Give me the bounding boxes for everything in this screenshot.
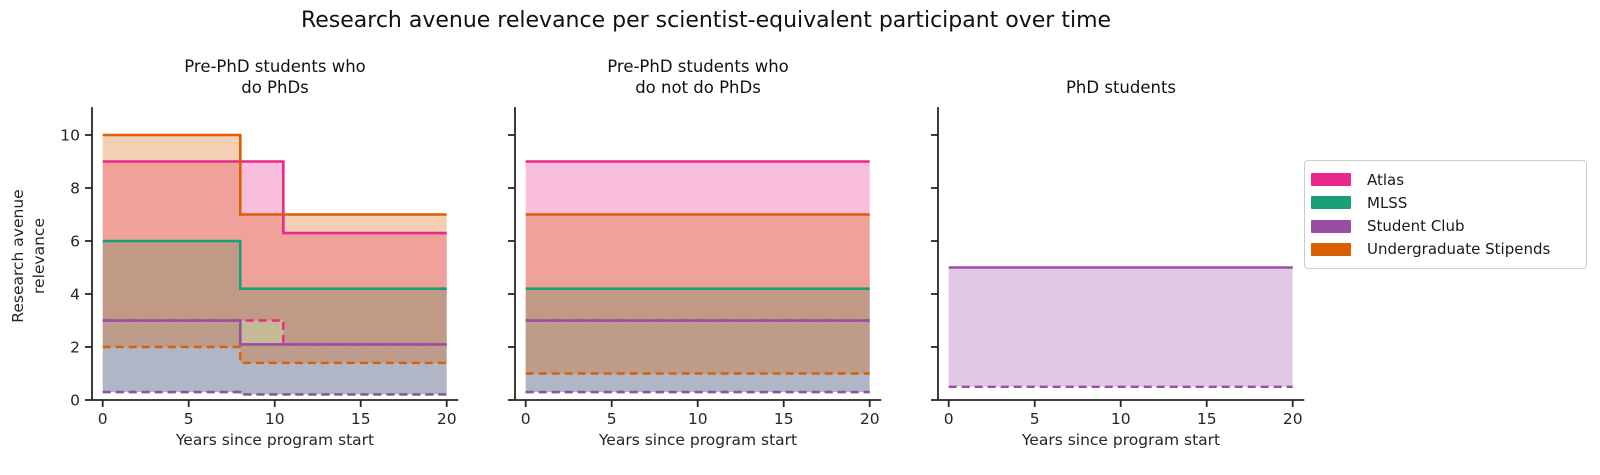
x-tick-label: 0 [944, 410, 954, 428]
x-tick-label: 10 [688, 410, 708, 428]
student-club-solid-line [102, 319, 447, 346]
x-tick-label: 0 [521, 410, 531, 428]
x-tick-label: 10 [265, 410, 285, 428]
legend: Atlas MLSS Student Club Undergraduate St… [1304, 160, 1587, 269]
x-tick-label: 15 [1197, 410, 1217, 428]
x-axis-label-panel-3: Years since program start [1021, 431, 1221, 449]
mlss-solid-line [102, 239, 447, 290]
panel-2-fills [948, 267, 1293, 387]
atlas-solid-line [102, 160, 447, 235]
x-tick-label: 5 [184, 410, 194, 428]
legend-swatch-student-club [1311, 219, 1351, 233]
legend-swatch-mlss [1311, 196, 1351, 210]
panel-title-pre-phd-do-phds: Pre-PhD students who do PhDs [184, 57, 366, 97]
legend-label-undergraduate-stipends: Undergraduate Stipends [1367, 240, 1551, 259]
undergraduate-stipends-solid-line [102, 133, 447, 216]
mlss-fill-band [102, 241, 447, 395]
y-tick-label: 2 [70, 339, 80, 357]
chart-title: Research avenue relevance per scientist-… [300, 8, 1112, 33]
y-tick-label: 8 [70, 180, 80, 198]
y-tick-label: 0 [70, 392, 80, 410]
panel-title-pre-phd-do-not-do-phds: Pre-PhD students who do not do PhDs [607, 57, 789, 97]
legend-label-atlas: Atlas [1367, 170, 1405, 189]
x-tick-label: 5 [1030, 410, 1040, 428]
x-tick-label: 5 [607, 410, 617, 428]
x-tick-label: 20 [860, 410, 880, 428]
x-axis-label-panel-2: Years since program start [598, 431, 798, 449]
undergraduate-stipends-fill-band [102, 135, 447, 363]
y-tick-label: 4 [70, 286, 80, 304]
student-club-dashed-line [102, 390, 447, 396]
panel-0-plot: 0 2 4 6 8 10 0 5 10 15 20 [60, 107, 459, 428]
student-club-fill-band [102, 320, 447, 395]
y-tick-label: 10 [60, 127, 80, 145]
panel-0-fills [102, 135, 447, 395]
panel-2-plot: 0 5 10 15 20 [931, 107, 1305, 428]
x-tick-label: 20 [437, 410, 457, 428]
x-tick-label: 15 [351, 410, 371, 428]
legend-item-undergraduate-stipends: Undergraduate Stipends [1311, 238, 1576, 261]
panel-1-lines [525, 160, 870, 394]
panel-1-plot: 0 5 10 15 20 [508, 107, 882, 428]
legend-label-mlss: MLSS [1367, 193, 1408, 212]
legend-swatch-atlas [1311, 173, 1351, 187]
x-tick-label: 0 [98, 410, 108, 428]
x-tick-label: 20 [1283, 410, 1303, 428]
panel-2-lines [948, 266, 1293, 388]
panel-0-lines [102, 133, 447, 396]
x-tick-label: 10 [1111, 410, 1131, 428]
student-club-fill-band [948, 267, 1293, 387]
undergraduate-stipends-fill-band [525, 214, 870, 374]
panel-1-fills [525, 161, 870, 393]
legend-item-mlss: MLSS [1311, 191, 1576, 214]
atlas-fill-band [102, 161, 447, 345]
atlas-fill-band [525, 161, 870, 321]
x-tick-label: 15 [774, 410, 794, 428]
legend-swatch-undergraduate-stipends [1311, 242, 1351, 256]
panel-title-phd-students: PhD students [1065, 78, 1177, 97]
y-tick-label: 6 [70, 233, 80, 251]
mlss-fill-band [525, 288, 870, 393]
undergraduate-stipends-dashed-line [102, 345, 447, 365]
legend-label-student-club: Student Club [1367, 217, 1465, 236]
legend-item-atlas: Atlas [1311, 168, 1576, 191]
legend-item-student-club: Student Club [1311, 215, 1576, 238]
x-axis-label-panel-1: Years since program start [175, 431, 375, 449]
